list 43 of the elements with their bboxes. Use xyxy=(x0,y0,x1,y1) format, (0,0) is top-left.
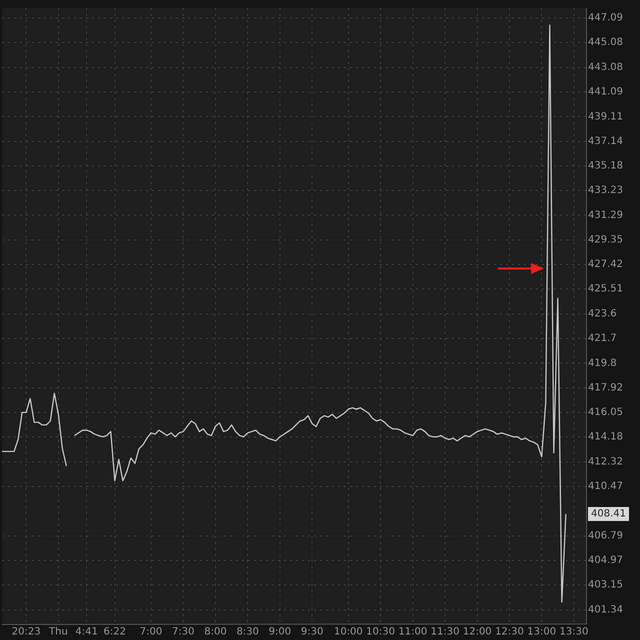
y-tick-label: 445.08 xyxy=(588,37,623,48)
x-tick-label: 4:41 xyxy=(75,626,98,638)
y-tick-label: 433.23 xyxy=(588,185,623,196)
x-tick-label: 13:00 xyxy=(527,626,556,638)
x-tick-label: 10:00 xyxy=(334,626,363,638)
y-tick-label: 406.79 xyxy=(588,530,623,542)
y-tick-label: 416.05 xyxy=(588,407,623,418)
x-tick-label: Thu xyxy=(48,626,68,638)
y-tick-label: 421.7 xyxy=(588,333,617,344)
x-tick-label: 8:00 xyxy=(204,626,227,638)
y-tick-label: 447.09 xyxy=(588,12,623,24)
x-tick-label: 20:23 xyxy=(12,626,41,638)
x-tick-label: 6:22 xyxy=(104,626,126,638)
x-tick-label: 13:30 xyxy=(560,626,588,638)
y-tick-label: 419.8 xyxy=(588,358,617,369)
y-tick-label: 423.6 xyxy=(588,308,617,320)
y-tick-label: 435.18 xyxy=(588,160,623,172)
y-tick-label: 439.11 xyxy=(588,111,623,122)
y-tick-label: 403.15 xyxy=(588,580,623,591)
x-tick-label: 7:30 xyxy=(172,626,194,638)
y-tick-label: 401.34 xyxy=(588,604,623,616)
y-tick-label: 431.29 xyxy=(588,210,623,221)
annotation: 408.41 xyxy=(591,508,626,520)
x-tick-label: 7:00 xyxy=(140,626,162,638)
y-tick-label: 417.92 xyxy=(588,382,623,394)
y-tick-label: 410.47 xyxy=(588,481,623,492)
y-tick-label: 427.42 xyxy=(588,259,623,270)
y-tick-label: 414.18 xyxy=(588,432,623,443)
x-tick-label: 10:30 xyxy=(366,626,396,638)
y-tick-label: 443.08 xyxy=(588,62,623,73)
x-tick-label: 9:00 xyxy=(268,626,292,638)
y-tick-label: 412.32 xyxy=(588,456,623,468)
x-tick-label: 9:30 xyxy=(300,626,324,638)
x-tick-label: 11:30 xyxy=(430,626,460,638)
x-tick-label: 11:00 xyxy=(398,626,428,638)
y-tick-label: 429.35 xyxy=(588,234,623,246)
y-tick-label: 425.51 xyxy=(588,284,623,295)
y-tick-label: 441.09 xyxy=(588,86,623,98)
y-tick-label: 404.97 xyxy=(588,555,623,566)
x-tick-label: 12:30 xyxy=(495,626,524,638)
x-tick-label: 8:30 xyxy=(236,626,259,638)
y-tick-label: 437.14 xyxy=(588,136,623,147)
x-tick-label: 12:00 xyxy=(462,626,492,638)
